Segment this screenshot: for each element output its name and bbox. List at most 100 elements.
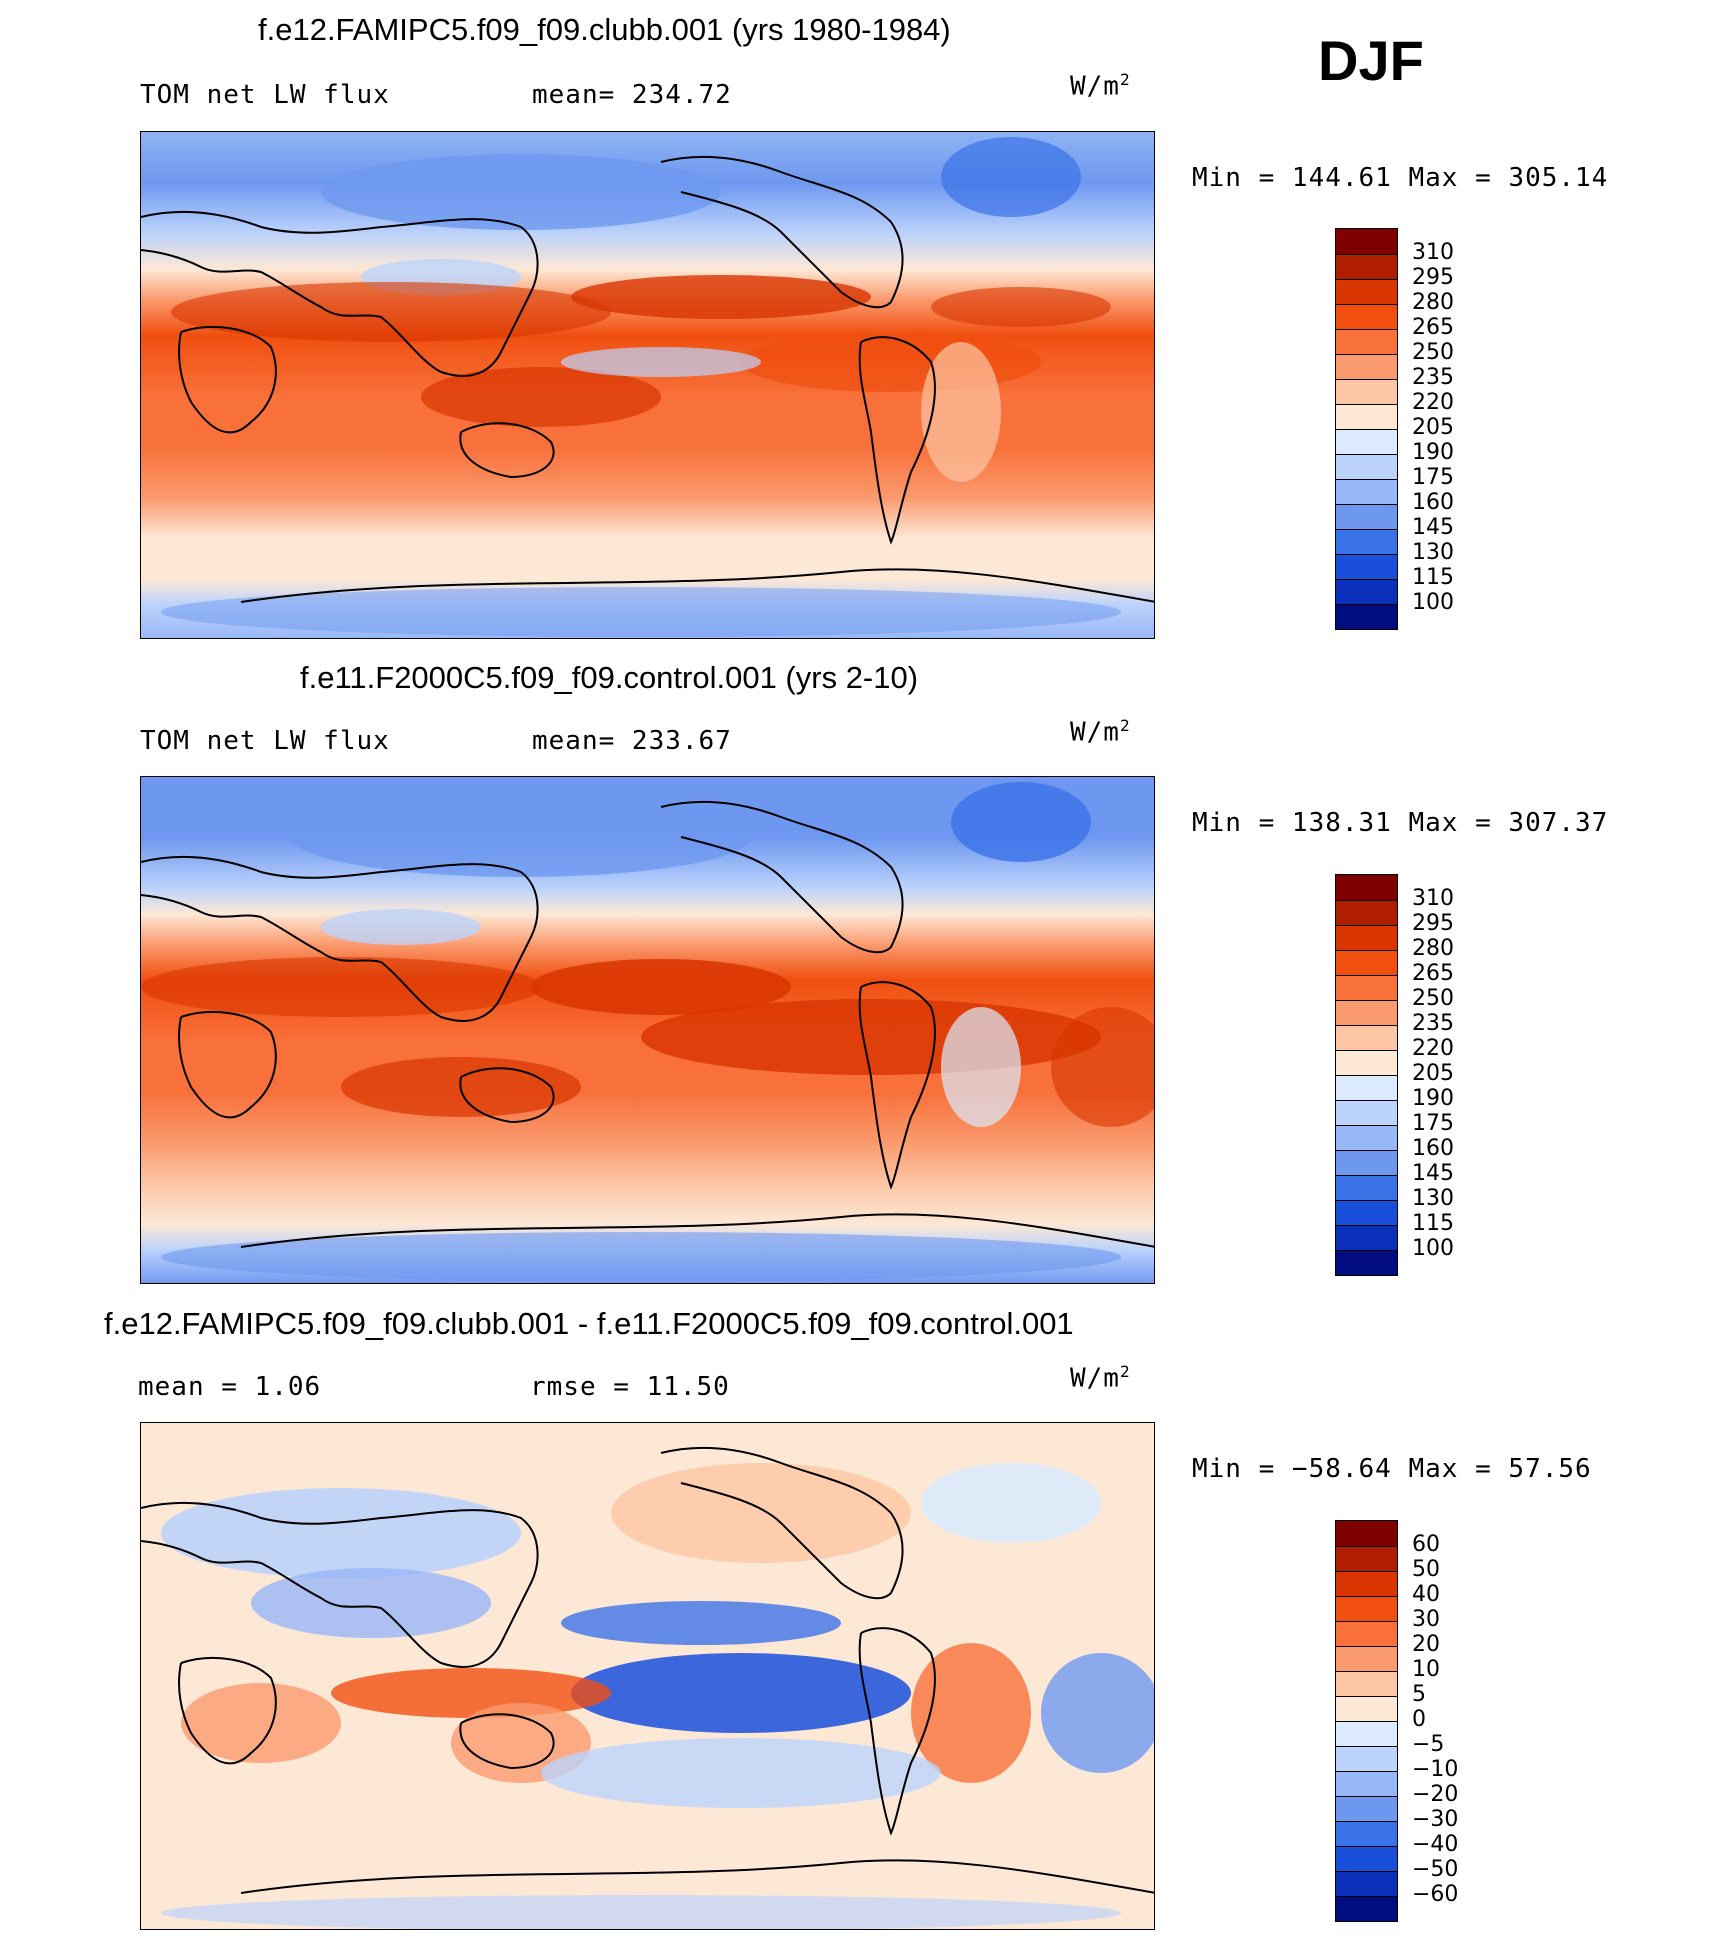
panel2-map-field [141,777,1154,1283]
panel3-colorbar-swatch [1336,1871,1397,1896]
colorbar-tick-label: 5 [1412,1682,1426,1707]
panel2-colorbar-swatch [1336,1025,1397,1050]
panel2-colorbar-swatch [1336,1250,1397,1275]
panel1-colorbar [1335,228,1398,630]
panel3-map-field [141,1423,1154,1929]
panel1-map [140,131,1155,639]
colorbar-tick-label: 190 [1412,1086,1454,1111]
colorbar-tick-label: 265 [1412,961,1454,986]
panel3-minmax: Min = −58.64 Max = 57.56 [1192,1454,1592,1484]
panel3-colorbar-swatch [1336,1771,1397,1796]
colorbar-tick-label: 205 [1412,415,1454,440]
colorbar-tick-label: 10 [1412,1657,1440,1682]
colorbar-tick-label: −20 [1412,1782,1459,1807]
panel2-colorbar-swatch [1336,1050,1397,1075]
colorbar-tick-label: 160 [1412,490,1454,515]
panel3-coastlines [141,1446,1154,1894]
panel1-title: f.e12.FAMIPC5.f09_f09.clubb.001 (yrs 198… [258,12,951,47]
colorbar-tick-label: 145 [1412,515,1454,540]
panel3-title: f.e12.FAMIPC5.f09_f09.clubb.001 - f.e11.… [104,1306,1074,1341]
panel1-minmax: Min = 144.61 Max = 305.14 [1192,163,1609,193]
panel3-colorbar-swatch [1336,1696,1397,1721]
panel1-colorbar-swatch [1336,254,1397,279]
panel1-colorbar-swatch [1336,354,1397,379]
panel2-colorbar-swatch [1336,925,1397,950]
panel2-colorbar-swatch [1336,1150,1397,1175]
colorbar-tick-label: 175 [1412,465,1454,490]
panel2-coastlines [141,800,1154,1248]
colorbar-tick-label: 100 [1412,590,1454,615]
panel1-colorbar-swatch [1336,454,1397,479]
panel1-colorbar-swatch [1336,504,1397,529]
panel2-colorbar-swatch [1336,1175,1397,1200]
panel2-colorbar-swatch [1336,1100,1397,1125]
colorbar-tick-label: 310 [1412,240,1454,265]
panel3-colorbar-swatch [1336,1746,1397,1771]
panel3-colorbar-swatch [1336,1621,1397,1646]
colorbar-tick-label: −10 [1412,1757,1459,1782]
panel3-mean-label: mean = 1.06 [138,1372,322,1402]
panel1-colorbar-swatch [1336,529,1397,554]
colorbar-tick-label: −40 [1412,1832,1459,1857]
colorbar-tick-label: 310 [1412,886,1454,911]
colorbar-tick-label: 60 [1412,1532,1440,1557]
colorbar-tick-label: −50 [1412,1857,1459,1882]
panel1-colorbar-swatch [1336,579,1397,604]
panel1-colorbar-swatch [1336,379,1397,404]
panel1-colorbar-swatch [1336,604,1397,629]
panel1-colorbar-swatch [1336,279,1397,304]
panel3-colorbar-swatch [1336,1821,1397,1846]
panel1-mean-label: mean= 234.72 [532,80,732,110]
colorbar-tick-label: 280 [1412,290,1454,315]
colorbar-tick-label: 40 [1412,1582,1440,1607]
colorbar-tick-label: 130 [1412,1186,1454,1211]
panel2-colorbar-swatch [1336,975,1397,1000]
colorbar-tick-label: 145 [1412,1161,1454,1186]
panel2-colorbar-swatch [1336,1075,1397,1100]
panel1-colorbar-swatch [1336,404,1397,429]
colorbar-tick-label: 295 [1412,265,1454,290]
panel1-colorbar-swatch [1336,429,1397,454]
colorbar-tick-label: 130 [1412,540,1454,565]
colorbar-tick-label: 235 [1412,1011,1454,1036]
colorbar-tick-label: 160 [1412,1136,1454,1161]
panel2-mean-label: mean= 233.67 [532,726,732,756]
panel3-colorbar-swatch [1336,1796,1397,1821]
colorbar-tick-label: 30 [1412,1607,1440,1632]
panel1-colorbar-swatch [1336,554,1397,579]
panel3-colorbar-swatch [1336,1671,1397,1696]
panel2-colorbar-swatch [1336,1200,1397,1225]
colorbar-tick-label: −5 [1412,1732,1445,1757]
panel2-map [140,776,1155,1284]
panel3-colorbar-swatch [1336,1646,1397,1671]
panel1-colorbar-swatch [1336,304,1397,329]
panel2-colorbar-swatch [1336,900,1397,925]
panel3-units: W/m2 [1070,1362,1131,1394]
panel3-colorbar-swatch [1336,1571,1397,1596]
colorbar-tick-label: 265 [1412,315,1454,340]
colorbar-tick-label: 220 [1412,390,1454,415]
colorbar-tick-label: 20 [1412,1632,1440,1657]
colorbar-tick-label: 220 [1412,1036,1454,1061]
colorbar-tick-label: 205 [1412,1061,1454,1086]
panel3-colorbar-swatch [1336,1596,1397,1621]
colorbar-tick-label: 100 [1412,1236,1454,1261]
panel2-minmax: Min = 138.31 Max = 307.37 [1192,808,1609,838]
colorbar-tick-label: 250 [1412,986,1454,1011]
panel1-map-field [141,132,1154,638]
panel1-units: W/m2 [1070,70,1131,102]
panel2-title: f.e11.F2000C5.f09_f09.control.001 (yrs 2… [300,660,919,695]
panel1-coastlines [141,155,1154,603]
panel3-colorbar-swatch [1336,1846,1397,1871]
panel2-colorbar [1335,874,1398,1276]
season-label: DJF [1318,29,1424,92]
colorbar-tick-label: 175 [1412,1111,1454,1136]
colorbar-tick-label: 280 [1412,936,1454,961]
panel3-colorbar-swatch [1336,1721,1397,1746]
panel1-variable-label: TOM net LW flux [140,80,390,110]
panel1-colorbar-swatch [1336,479,1397,504]
panel2-colorbar-swatch [1336,1225,1397,1250]
colorbar-tick-label: 295 [1412,911,1454,936]
panel3-rmse-label: rmse = 11.50 [530,1372,730,1402]
colorbar-tick-label: 235 [1412,365,1454,390]
